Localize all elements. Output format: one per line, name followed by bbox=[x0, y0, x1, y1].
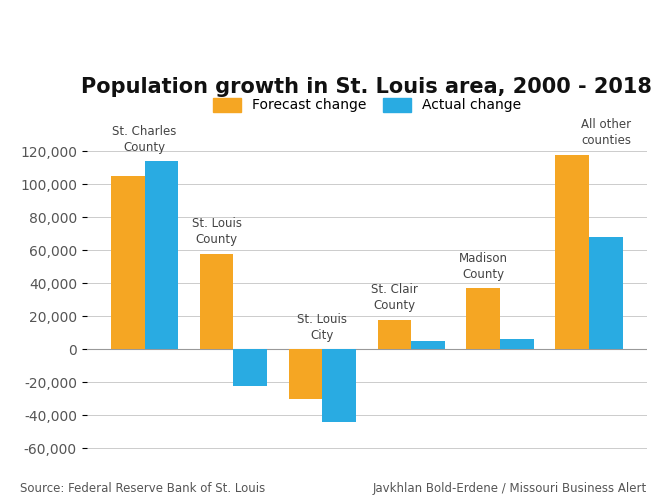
Text: All other
counties: All other counties bbox=[581, 118, 631, 147]
Text: Source: Federal Reserve Bank of St. Louis: Source: Federal Reserve Bank of St. Loui… bbox=[20, 482, 265, 495]
Bar bbox=[466, 288, 500, 350]
Bar bbox=[199, 254, 233, 350]
Bar bbox=[589, 237, 623, 350]
Legend: Forecast change, Actual change: Forecast change, Actual change bbox=[207, 92, 526, 118]
Text: Madison
County: Madison County bbox=[459, 252, 508, 281]
Text: St. Clair
County: St. Clair County bbox=[371, 284, 418, 312]
Text: St. Louis
County: St. Louis County bbox=[191, 217, 241, 246]
Text: Javkhlan Bold-Erdene / Missouri Business Alert: Javkhlan Bold-Erdene / Missouri Business… bbox=[373, 482, 647, 495]
Bar bbox=[412, 341, 445, 349]
Text: St. Charles
County: St. Charles County bbox=[112, 125, 177, 154]
Title: Population growth in St. Louis area, 2000 - 2018: Population growth in St. Louis area, 200… bbox=[81, 78, 652, 98]
Bar bbox=[289, 350, 322, 399]
Bar bbox=[322, 350, 356, 422]
Bar bbox=[500, 338, 534, 349]
Bar bbox=[556, 154, 589, 350]
Bar bbox=[378, 320, 412, 350]
Bar bbox=[111, 176, 145, 350]
Text: St. Louis
City: St. Louis City bbox=[297, 313, 348, 342]
Bar bbox=[145, 161, 178, 350]
Bar bbox=[233, 350, 267, 386]
